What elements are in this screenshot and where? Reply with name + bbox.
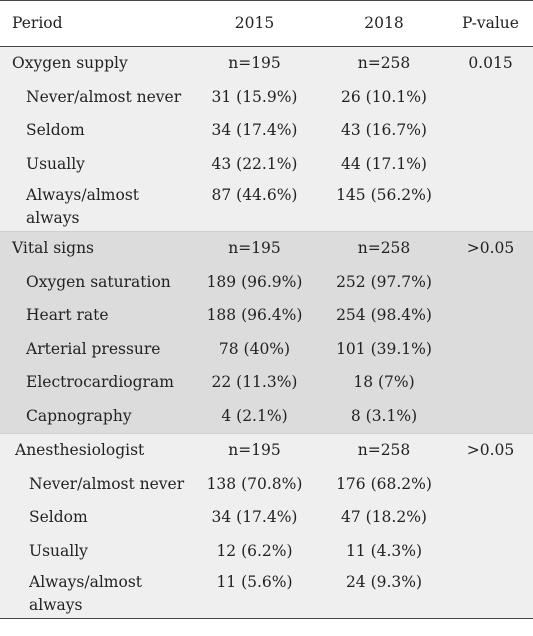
row-p-value bbox=[448, 534, 533, 568]
row-value-2015: 34 (17.4%) bbox=[189, 114, 320, 148]
row-label: Never/almost never bbox=[0, 80, 189, 114]
row-value-2015: 138 (70.8%) bbox=[189, 467, 320, 501]
section-header-row: Anesthesiologist n=195 n=258 >0.05 bbox=[0, 433, 533, 468]
row-value-2018: 101 (39.1%) bbox=[320, 332, 448, 366]
section-title: Vital signs bbox=[0, 231, 189, 266]
row-label: Never/almost never bbox=[0, 467, 189, 501]
section-p-value: >0.05 bbox=[448, 231, 533, 266]
row-p-value bbox=[448, 467, 533, 501]
row-value-2015: 78 (40%) bbox=[189, 332, 320, 366]
section-n-2015: n=195 bbox=[189, 46, 320, 81]
row-label: Heart rate bbox=[0, 299, 189, 333]
row-label: Arterial pressure bbox=[0, 332, 189, 366]
table-row: Never/almost never 138 (70.8%) 176 (68.2… bbox=[0, 467, 533, 501]
table-row: Always/almost always 87 (44.6%) 145 (56.2… bbox=[0, 181, 533, 232]
section-p-value: 0.015 bbox=[448, 46, 533, 81]
row-label-line-1: Always/almost bbox=[26, 186, 140, 204]
section-n-2018: n=258 bbox=[320, 231, 448, 266]
row-value-2018: 43 (16.7%) bbox=[320, 114, 448, 148]
header-period: Period bbox=[0, 0, 189, 47]
row-value-2018: 252 (97.7%) bbox=[320, 265, 448, 299]
row-value-2018: 47 (18.2%) bbox=[320, 501, 448, 535]
row-p-value bbox=[448, 568, 533, 619]
row-value-2018: 145 (56.2%) bbox=[320, 181, 448, 232]
section-header-row: Oxygen supply n=195 n=258 0.015 bbox=[0, 46, 533, 81]
row-label: Electrocardiogram bbox=[0, 366, 189, 400]
section-n-2018: n=258 bbox=[320, 46, 448, 81]
section-n-2015: n=195 bbox=[189, 231, 320, 266]
header-p-value: P-value bbox=[448, 0, 533, 47]
section-n-2015: n=195 bbox=[189, 433, 320, 468]
row-p-value bbox=[448, 114, 533, 148]
table-row: Usually 43 (22.1%) 44 (17.1%) bbox=[0, 147, 533, 181]
data-table: Period 2015 2018 P-value Oxygen supply n… bbox=[0, 0, 533, 619]
row-value-2018: 176 (68.2%) bbox=[320, 467, 448, 501]
row-p-value bbox=[448, 332, 533, 366]
row-value-2015: 31 (15.9%) bbox=[189, 80, 320, 114]
row-value-2015: 11 (5.6%) bbox=[189, 568, 320, 619]
row-label: Seldom bbox=[0, 501, 189, 535]
section-n-2018: n=258 bbox=[320, 433, 448, 468]
table-row: Usually 12 (6.2%) 11 (4.3%) bbox=[0, 534, 533, 568]
row-value-2018: 8 (3.1%) bbox=[320, 399, 448, 434]
table-row: Oxygen saturation 189 (96.9%) 252 (97.7%… bbox=[0, 265, 533, 299]
table-row: Never/almost never 31 (15.9%) 26 (10.1%) bbox=[0, 80, 533, 114]
row-value-2015: 87 (44.6%) bbox=[189, 181, 320, 232]
row-label: Oxygen saturation bbox=[0, 265, 189, 299]
row-p-value bbox=[448, 181, 533, 232]
row-label: Usually bbox=[0, 147, 189, 181]
table-row: Heart rate 188 (96.4%) 254 (98.4%) bbox=[0, 299, 533, 333]
header-2018: 2018 bbox=[320, 0, 448, 47]
row-value-2015: 34 (17.4%) bbox=[189, 501, 320, 535]
section-header-row: Vital signs n=195 n=258 >0.05 bbox=[0, 231, 533, 266]
table-row: Seldom 34 (17.4%) 47 (18.2%) bbox=[0, 501, 533, 535]
row-p-value bbox=[448, 299, 533, 333]
row-value-2018: 18 (7%) bbox=[320, 366, 448, 400]
row-p-value bbox=[448, 147, 533, 181]
row-label-line-1: Always/almost bbox=[29, 573, 143, 591]
row-label: Always/almost always bbox=[0, 568, 189, 619]
table-row: Arterial pressure 78 (40%) 101 (39.1%) bbox=[0, 332, 533, 366]
row-value-2018: 44 (17.1%) bbox=[320, 147, 448, 181]
row-value-2018: 11 (4.3%) bbox=[320, 534, 448, 568]
table-header-row: Period 2015 2018 P-value bbox=[0, 0, 533, 47]
row-label-line-2: always bbox=[26, 209, 80, 227]
row-p-value bbox=[448, 366, 533, 400]
section-title: Anesthesiologist bbox=[0, 433, 189, 468]
row-p-value bbox=[448, 399, 533, 434]
row-label: Seldom bbox=[0, 114, 189, 148]
row-value-2015: 22 (11.3%) bbox=[189, 366, 320, 400]
row-label: Usually bbox=[0, 534, 189, 568]
table-row: Capnography 4 (2.1%) 8 (3.1%) bbox=[0, 399, 533, 434]
row-value-2018: 26 (10.1%) bbox=[320, 80, 448, 114]
row-p-value bbox=[448, 501, 533, 535]
row-value-2018: 254 (98.4%) bbox=[320, 299, 448, 333]
row-p-value bbox=[448, 80, 533, 114]
table-row: Always/almost always 11 (5.6%) 24 (9.3%) bbox=[0, 568, 533, 619]
row-p-value bbox=[448, 265, 533, 299]
row-value-2018: 24 (9.3%) bbox=[320, 568, 448, 619]
row-value-2015: 12 (6.2%) bbox=[189, 534, 320, 568]
row-value-2015: 188 (96.4%) bbox=[189, 299, 320, 333]
row-value-2015: 43 (22.1%) bbox=[189, 147, 320, 181]
row-value-2015: 4 (2.1%) bbox=[189, 399, 320, 434]
table-row: Seldom 34 (17.4%) 43 (16.7%) bbox=[0, 114, 533, 148]
row-label: Capnography bbox=[0, 399, 189, 434]
section-p-value: >0.05 bbox=[448, 433, 533, 468]
section-title: Oxygen supply bbox=[0, 46, 189, 81]
row-value-2015: 189 (96.9%) bbox=[189, 265, 320, 299]
row-label-line-2: always bbox=[29, 596, 83, 614]
table-row: Electrocardiogram 22 (11.3%) 18 (7%) bbox=[0, 366, 533, 400]
header-2015: 2015 bbox=[189, 0, 320, 47]
row-label: Always/almost always bbox=[0, 181, 189, 232]
